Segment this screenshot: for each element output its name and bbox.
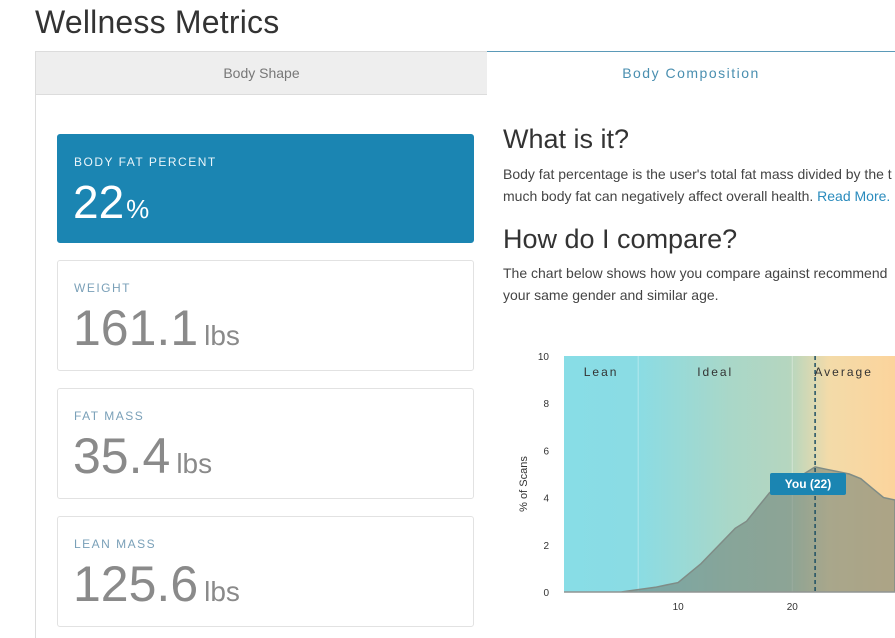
- what-is-it-line-2: much body fat can negatively affect over…: [503, 185, 895, 207]
- fat-mass-unit: lbs: [176, 448, 213, 479]
- what-is-it-heading: What is it?: [503, 124, 630, 154]
- y-tick-label: 6: [543, 446, 549, 457]
- fat-mass-number: 35.4: [73, 428, 171, 484]
- you-marker-badge: [770, 473, 846, 495]
- body-fat-distribution-chart: Lean Ideal Average 0 2 4 6 8 10 10 20 % of Scans Y…: [518, 352, 895, 613]
- how-compare-text: The chart below shows how you compare ag…: [503, 262, 895, 306]
- lean-mass-value: 125.6 lbs: [73, 555, 240, 613]
- tab-body-composition[interactable]: Body Composition: [487, 51, 895, 94]
- y-tick-label: 0: [543, 588, 549, 599]
- lean-mass-card: LEAN MASS 125.6 lbs: [57, 516, 474, 627]
- y-tick-label: 4: [543, 494, 549, 505]
- what-is-it-line-2-text: much body fat can negatively affect over…: [503, 188, 814, 204]
- fat-mass-label: FAT MASS: [74, 409, 145, 423]
- weight-value: 161.1 lbs: [73, 299, 240, 357]
- y-tick-label: 2: [543, 541, 549, 552]
- read-more-link[interactable]: Read More.: [817, 188, 891, 204]
- zone-label: Ideal: [697, 365, 733, 379]
- what-is-it-line-1: Body fat percentage is the user's total …: [503, 166, 892, 182]
- y-axis-label: % of Scans: [518, 456, 530, 512]
- weight-number: 161.1: [73, 300, 199, 356]
- lean-mass-number: 125.6: [73, 556, 199, 612]
- fat-mass-card: FAT MASS 35.4 lbs: [57, 388, 474, 499]
- distribution-area: [564, 466, 895, 593]
- how-compare-line-2: your same gender and similar age.: [503, 287, 719, 303]
- x-tick-label: 10: [673, 602, 685, 613]
- tab-body-shape[interactable]: Body Shape: [35, 51, 487, 95]
- weight-card: WEIGHT 161.1 lbs: [57, 260, 474, 371]
- y-tick-label: 8: [543, 399, 549, 410]
- page-title: Wellness Metrics: [35, 4, 280, 40]
- body-fat-label: BODY FAT PERCENT: [74, 155, 217, 169]
- body-fat-card: BODY FAT PERCENT 22%: [57, 134, 474, 243]
- weight-unit: lbs: [204, 320, 240, 351]
- you-marker-label: You (22): [785, 477, 831, 491]
- how-compare-line-1: The chart below shows how you compare ag…: [503, 265, 888, 281]
- content-divider: [35, 94, 36, 638]
- zone-label: Lean: [584, 365, 619, 379]
- weight-label: WEIGHT: [74, 281, 131, 295]
- what-is-it-text: Body fat percentage is the user's total …: [503, 163, 895, 207]
- x-tick-label: 20: [787, 602, 799, 613]
- body-fat-unit: %: [126, 194, 150, 224]
- lean-mass-unit: lbs: [204, 576, 240, 607]
- metrics-tabs: Body Shape Body Composition: [35, 51, 895, 95]
- lean-mass-label: LEAN MASS: [74, 537, 157, 551]
- zone-label: Average: [814, 365, 872, 379]
- y-tick-label: 10: [538, 352, 550, 363]
- body-fat-number: 22: [73, 176, 125, 228]
- fat-mass-value: 35.4 lbs: [73, 427, 212, 485]
- how-compare-heading: How do I compare?: [503, 224, 738, 254]
- body-fat-value: 22%: [73, 175, 149, 229]
